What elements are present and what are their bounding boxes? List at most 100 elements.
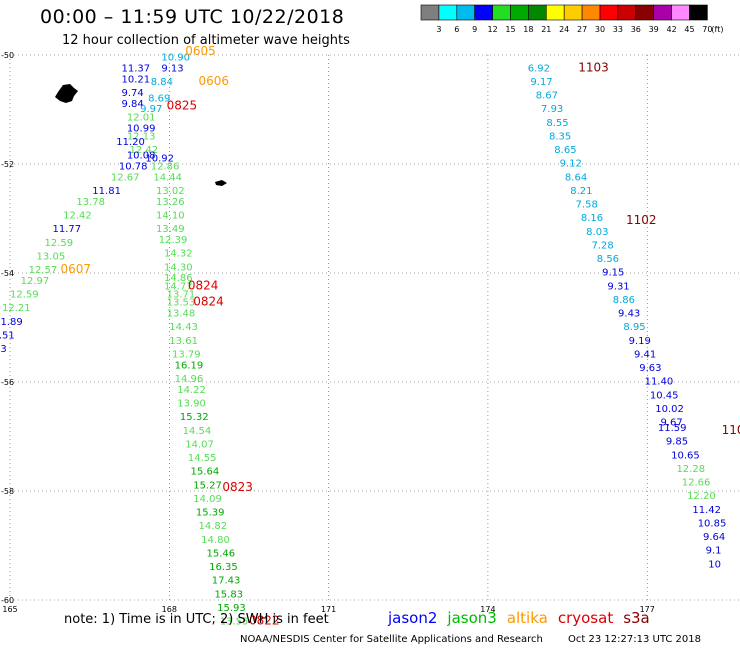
legend-altika: altika	[506, 609, 548, 627]
map-grid: 165 168 171 174 177 -50 -52 -54 -56 -58 -60	[1, 51, 740, 614]
wave-height-point: 8.69	[148, 93, 170, 104]
pass-time-tag: 1101	[722, 423, 740, 437]
wave-height-point: 14.80	[201, 535, 230, 546]
wave-height-point: 10.90	[161, 52, 190, 63]
wave-height-point: 14.32	[164, 249, 193, 260]
wave-height-point: 10.45	[650, 390, 679, 401]
wave-height-point: 9.97	[140, 104, 162, 115]
colorbar-unit: (ft)	[711, 25, 723, 34]
colorbar-swatch	[689, 4, 708, 21]
wave-height-point: 10.99	[127, 123, 156, 134]
wave-height-point: 8.35	[549, 131, 571, 142]
wave-height-point: 12.20	[687, 491, 716, 502]
pass-time-tag: 0607	[60, 262, 91, 276]
wave-height-point: 12.97	[21, 276, 50, 287]
map-title: 00:00 – 11:59 UTC 10/22/2018	[40, 6, 345, 28]
wave-height-point: 10.02	[655, 404, 684, 415]
wave-height-point: 8.03	[586, 227, 608, 238]
wave-height-point: 8.86	[613, 295, 635, 306]
units-note: note: 1) Time is in UTC; 2) SWH is in fe…	[64, 612, 329, 627]
legend-cryosat: cryosat	[557, 609, 614, 627]
wave-height-point: 7.58	[576, 200, 598, 211]
colorbar-label: 18	[523, 25, 533, 34]
wave-height-point: 9.41	[634, 349, 656, 360]
wave-height-point: 9.74	[122, 88, 144, 99]
wave-height-point: 15.83	[214, 589, 243, 600]
lon-tick-label: 171	[321, 605, 336, 614]
color-scale-legend: 3 6 9 12 15 18 21 24 27 30 33 36 39 42 45 70(ft)	[420, 4, 723, 34]
wave-height-point: 12.59	[45, 238, 74, 249]
wave-height-point: 14.82	[199, 521, 228, 532]
wave-height-point: 8.56	[597, 254, 619, 265]
pass-time-tag: 0606	[199, 74, 230, 88]
colorbar-label: 15	[505, 25, 515, 34]
wave-height-point: 14.86	[164, 273, 193, 284]
legend-jason3: jason3	[447, 609, 497, 627]
pass-time-tag: 0824	[188, 278, 219, 292]
wave-height-point: 13.90	[177, 399, 206, 410]
wave-height-point: 15.93	[217, 603, 246, 614]
lat-tick-label: -50	[1, 51, 14, 60]
satellite-legend: jason2 jason3 altika cryosat s3a	[388, 609, 660, 627]
wave-height-point: 14.22	[177, 385, 206, 396]
wave-height-point: 12.59	[10, 290, 39, 301]
colorbar-label: 27	[577, 25, 587, 34]
colorbar-label: 30	[595, 25, 605, 34]
wave-height-point: 10.21	[122, 74, 151, 85]
lat-tick-label: -54	[1, 269, 14, 278]
wave-height-point: 12.21	[2, 303, 31, 314]
wave-height-point: 13.71	[167, 290, 196, 301]
wave-height-point: 9.17	[530, 77, 552, 88]
wave-height-point: 13.26	[156, 197, 185, 208]
wave-height-point: 17.43	[212, 576, 241, 587]
wave-height-point: 9.1	[706, 546, 722, 557]
map-subtitle: 12 hour collection of altimeter wave hei…	[62, 33, 350, 48]
wave-height-point: 10.65	[671, 450, 700, 461]
wave-height-point: 9.12	[560, 159, 582, 170]
wave-height-point: 11.81	[92, 186, 121, 197]
wave-height-point: 13.79	[172, 349, 201, 360]
colorbar-label: 6	[454, 25, 459, 34]
lon-tick-label: 168	[162, 605, 177, 614]
wave-height-point: 12.39	[159, 235, 188, 246]
wave-height-point: 8.55	[546, 118, 568, 129]
wave-height-point: 8.65	[554, 145, 576, 156]
wave-height-point: 9.63	[639, 363, 661, 374]
wave-height-point: 9.13	[161, 63, 183, 74]
wave-height-point: 11.40	[645, 377, 674, 388]
colorbar-label: 70	[702, 25, 712, 34]
island-auckland	[55, 84, 78, 103]
wave-height-point: 9.43	[618, 309, 640, 320]
wave-height-point: 12.42	[63, 211, 92, 222]
wave-height-point: 13.48	[167, 309, 196, 320]
wave-height-point: 14.30	[164, 262, 193, 273]
wave-height-point: 14.44	[153, 172, 182, 183]
wave-height-point: 11.89	[0, 317, 23, 328]
wave-height-point: 9.67	[661, 418, 683, 429]
lat-tick-label: -60	[1, 596, 14, 605]
wave-height-point: 10.78	[119, 161, 148, 172]
wave-height-point: 15.39	[196, 508, 225, 519]
pass-time-tag: 1103	[578, 60, 609, 74]
wave-height-point: 14.55	[188, 453, 217, 464]
pass-time-tag: 0824	[193, 295, 224, 309]
colorbar-label: 33	[613, 25, 623, 34]
wave-height-point: 11.37	[122, 63, 151, 74]
pass-time-tag: 1102	[626, 213, 657, 227]
colorbar-label: 9	[472, 25, 477, 34]
island-campbell	[215, 180, 227, 186]
wave-height-point: 10.83	[0, 344, 7, 355]
lat-tick-label: -52	[1, 160, 14, 169]
generated-time: Oct 23 12:27:13 UTC 2018	[568, 634, 701, 645]
wave-height-point: 14.07	[185, 439, 214, 450]
wave-height-point: 12.67	[111, 172, 140, 183]
wave-height-point: 15.64	[191, 467, 220, 478]
wave-height-point: 13.55	[220, 617, 249, 628]
wave-height-point: 15.46	[206, 548, 235, 559]
wave-height-point: 12.86	[151, 161, 180, 172]
pass-time-tag: 0825	[167, 99, 198, 113]
wave-height-point: 13.61	[169, 336, 198, 347]
lon-tick-label: 174	[480, 605, 495, 614]
credit-text: NOAA/NESDIS Center for Satellite Applica…	[240, 634, 543, 645]
